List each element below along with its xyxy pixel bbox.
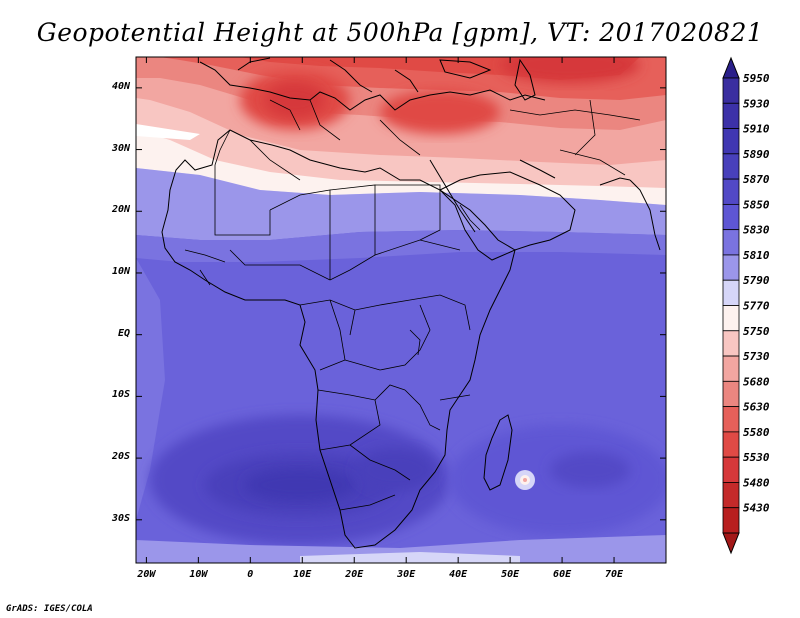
- lon-tick-label: 30E: [397, 569, 416, 580]
- colorbar-label: 5790: [743, 274, 770, 287]
- colorbar-top-arrow: [722, 56, 740, 79]
- lat-tick-label: 20N: [111, 204, 130, 216]
- colorbar-swatch: [722, 305, 740, 332]
- geopotential-field: [136, 57, 666, 563]
- colorbar-label: 5930: [743, 97, 770, 110]
- colorbar-label: 5730: [743, 350, 770, 363]
- colorbar-label: 5680: [743, 375, 770, 388]
- lat-tick-label: 20S: [111, 451, 130, 463]
- country-borders: [184, 99, 641, 511]
- lat-tick-label: 30N: [111, 142, 130, 154]
- colorbar-swatch: [722, 203, 740, 231]
- lon-tick-label: 20W: [137, 569, 156, 580]
- colorbar: 5950 5930 5910 5890 5870 5850 5830 5810 5790 5770…: [722, 56, 770, 555]
- colorbar-swatch: [722, 178, 740, 205]
- colorbar-label: 5750: [743, 325, 770, 338]
- colorbar-swatch: [722, 431, 740, 458]
- lon-tick-label: 60E: [553, 569, 572, 580]
- colorbar-swatch: [722, 507, 740, 534]
- colorbar-label: 5850: [743, 198, 770, 211]
- colorbar-swatch: [722, 153, 740, 180]
- colorbar-swatch: [722, 279, 740, 306]
- lat-tick-label: 30S: [111, 512, 130, 524]
- coastlines: [161, 57, 661, 549]
- lat-tick-label: 10N: [111, 265, 130, 277]
- lon-tick-label: 40E: [449, 569, 468, 580]
- colorbar-swatch: [722, 254, 740, 281]
- colorbar-bottom-arrow: [722, 532, 740, 555]
- colorbar-label: 5530: [743, 451, 770, 464]
- colorbar-swatch: [722, 77, 740, 104]
- colorbar-swatch: [722, 406, 740, 433]
- colorbar-swatch: [722, 229, 740, 256]
- colorbar-label: 5430: [743, 502, 770, 515]
- lon-tick-label: 50E: [501, 569, 520, 580]
- plot-frame: [135, 56, 667, 564]
- lat-tick-label: 40N: [111, 80, 130, 92]
- map-title: Geopotential Height at 500hPa [gpm], VT:…: [36, 18, 764, 47]
- lon-tick-label: 20E: [345, 569, 364, 580]
- colorbar-label: 5630: [743, 401, 770, 414]
- lat-tick-label: 10S: [111, 389, 130, 401]
- colorbar-swatch: [722, 456, 740, 483]
- lon-tick-label: 10E: [293, 569, 312, 580]
- colorbar-swatch: [722, 355, 740, 382]
- lon-tick-label: 70E: [605, 569, 624, 580]
- colorbar-label: 5810: [743, 249, 770, 262]
- colorbar-swatch: [722, 102, 740, 129]
- colorbar-label: 5910: [743, 123, 770, 136]
- colorbar-swatch: [722, 330, 740, 357]
- colorbar-label: 5890: [743, 148, 770, 161]
- grads-credit: GrADS: IGES/COLA: [6, 604, 93, 614]
- colorbar-label: 5480: [743, 476, 770, 489]
- colorbar-swatch: [722, 128, 740, 155]
- lat-tick-label: EQ: [117, 327, 130, 339]
- lon-tick-label: 10W: [189, 569, 208, 580]
- colorbar-label: 5870: [743, 173, 770, 186]
- lon-tick-label: 0: [247, 569, 254, 580]
- colorbar-label: 5770: [743, 300, 770, 313]
- colorbar-label: 5580: [743, 426, 770, 439]
- colorbar-swatch: [722, 380, 740, 408]
- colorbar-swatch: [722, 482, 740, 509]
- axis-ticks: [136, 57, 666, 563]
- colorbar-label: 5830: [743, 224, 770, 237]
- colorbar-label: 5950: [743, 72, 770, 85]
